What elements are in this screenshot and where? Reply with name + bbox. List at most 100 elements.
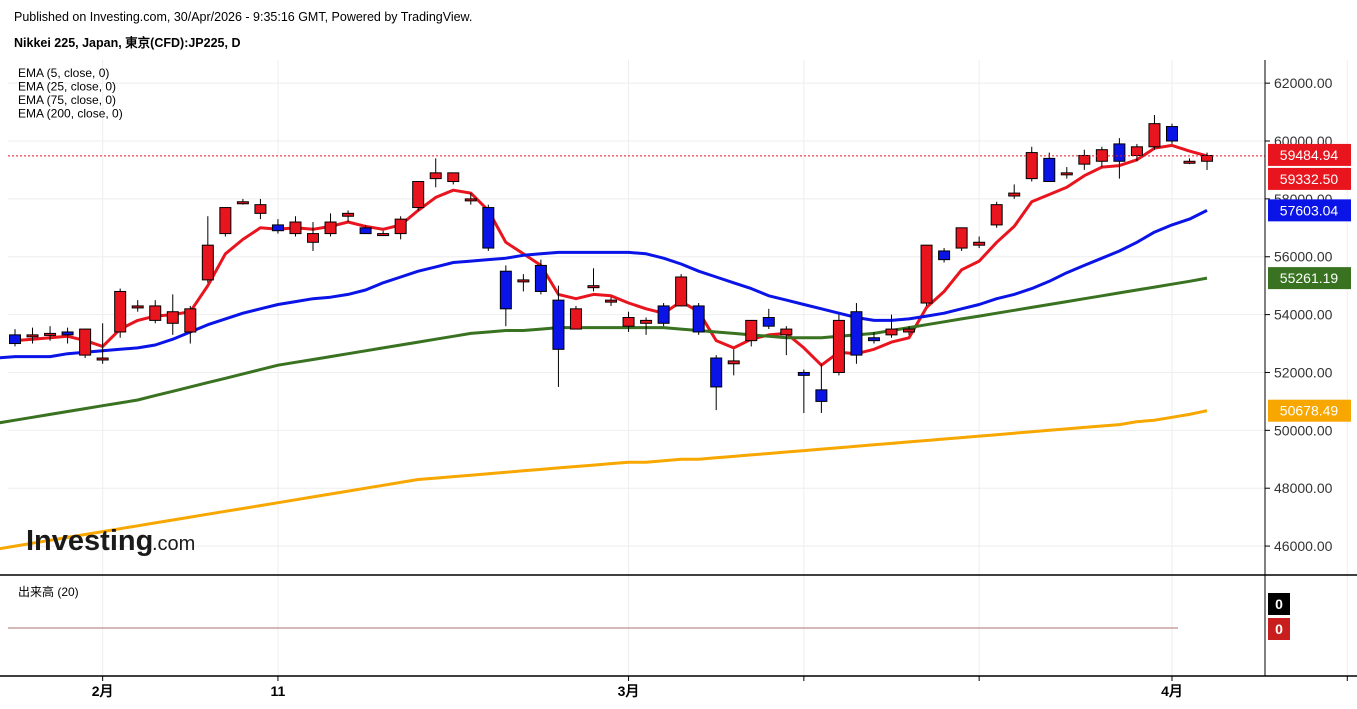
x-tick-label: 2月 (92, 683, 114, 699)
candle-body (114, 290, 127, 333)
candle-body (990, 204, 1003, 226)
candle-body (780, 328, 793, 336)
candle (131, 300, 144, 312)
badge-text: 55261.19 (1280, 270, 1339, 286)
candle (26, 327, 39, 344)
candle (254, 198, 267, 220)
candle (1148, 114, 1161, 150)
candle-body (377, 233, 390, 237)
candle (1078, 149, 1091, 170)
candle (201, 216, 214, 283)
candle-body (236, 201, 249, 205)
candle (973, 236, 986, 249)
candle-body (429, 172, 442, 180)
candle (342, 210, 355, 223)
candle-body (955, 227, 968, 249)
candle (61, 327, 74, 344)
candle-body (832, 319, 845, 373)
candle (850, 303, 863, 364)
candle (482, 204, 495, 251)
candle (605, 297, 618, 306)
candle (710, 355, 723, 411)
candle (79, 328, 92, 359)
badge-bg (1268, 143, 1351, 166)
volume-badge-text: 0 (1275, 596, 1283, 612)
candle (464, 193, 477, 205)
volume-pane: 出来高 (20) (8, 584, 1178, 629)
candle-body (867, 337, 880, 342)
candle (675, 274, 688, 307)
candle-body (26, 334, 39, 338)
x-tick-label: 3月 (618, 683, 640, 699)
candle-body (920, 244, 933, 304)
candle-body (657, 305, 670, 324)
candle (1025, 146, 1038, 182)
candle-body (219, 207, 232, 235)
y-tick-label: 52000.00 (1274, 364, 1333, 380)
candle-body (727, 360, 740, 365)
candle (1201, 152, 1214, 170)
badge-text: 50678.49 (1280, 403, 1339, 419)
candle-body (79, 328, 92, 356)
candle-body (815, 389, 828, 402)
ema-lines (0, 143, 1208, 551)
candle (1008, 184, 1021, 199)
y-tick-label: 54000.00 (1274, 307, 1333, 323)
badge-text: 59332.50 (1280, 171, 1339, 187)
x-tick-label: 4月 (1161, 683, 1183, 699)
ema-legend: EMA (5, close, 0)EMA (25, close, 0)EMA (… (18, 66, 123, 121)
candle (657, 303, 670, 327)
candle-body (184, 308, 197, 333)
candle (1043, 152, 1056, 183)
candle (447, 172, 460, 185)
candle-body (973, 241, 986, 246)
x-tick-label: 11 (271, 683, 286, 699)
value-badge: 59484.94 (1268, 143, 1351, 166)
candle-body (131, 305, 144, 309)
price-axis: 46000.00 48000.00 50000.00 52000.00 54000.00… (0, 60, 1357, 677)
ema-legend-item: EMA (5, close, 0) (18, 66, 109, 80)
candle-body (903, 328, 916, 333)
candle-body (797, 371, 810, 376)
candle-body (1130, 146, 1143, 156)
candle-body (762, 317, 775, 327)
candle-body (534, 264, 547, 292)
candle (727, 349, 740, 376)
candle-body (938, 250, 951, 261)
ema-legend-item: EMA (25, close, 0) (18, 80, 116, 94)
value-badge: 59332.50 (1268, 167, 1351, 190)
y-tick-label: 62000.00 (1274, 75, 1333, 91)
candle-body (271, 224, 284, 232)
grid (8, 60, 1348, 676)
last-value-badges: 59484.94 59332.50 57603.04 55261.19 50678.49… (1268, 143, 1351, 640)
candle-body (166, 311, 179, 324)
badge-text: 59484.94 (1280, 147, 1339, 163)
candle (1165, 123, 1178, 144)
candle (377, 230, 390, 237)
candle (587, 268, 600, 292)
candle-body (359, 227, 372, 235)
time-axis: 2月 11 3月 4月 (92, 676, 1348, 699)
candle-body (605, 299, 618, 303)
badge-bg (1268, 399, 1351, 422)
candle (96, 323, 109, 364)
candle-body (1148, 123, 1161, 148)
published-note: Published on Investing.com, 30/Apr/2026 … (14, 10, 473, 24)
logo-suffix: .com (152, 533, 195, 555)
candle (797, 369, 810, 413)
y-tick-label: 50000.00 (1274, 422, 1333, 438)
candle (762, 308, 775, 330)
candle (955, 227, 968, 251)
candle (149, 300, 162, 324)
candle (9, 329, 21, 347)
candle (499, 265, 512, 327)
candle-body (710, 357, 723, 388)
candle-body (569, 308, 582, 330)
candle (903, 326, 916, 335)
instrument-title: Nikkei 225, Japan, 東京(CFD):JP225, D (14, 36, 241, 50)
candle (324, 213, 337, 237)
candle-body (482, 207, 495, 249)
candle (114, 288, 127, 338)
candle (271, 219, 284, 234)
